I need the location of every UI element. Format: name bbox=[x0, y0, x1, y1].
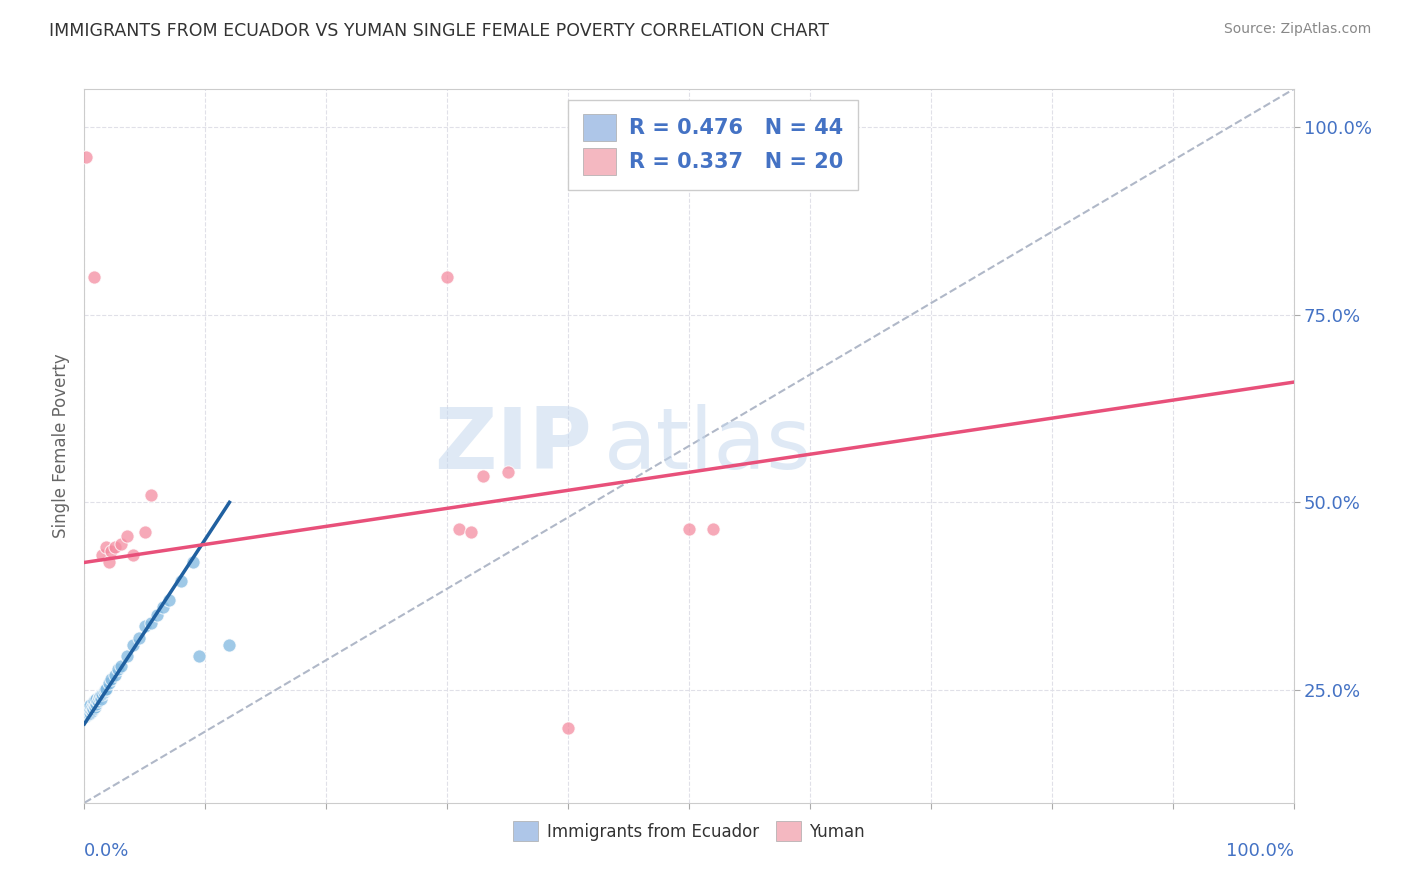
Point bbox=[83, 698, 105, 713]
Point bbox=[77, 704, 100, 718]
Point bbox=[100, 544, 122, 558]
Point bbox=[100, 672, 122, 686]
Point bbox=[139, 615, 162, 630]
Point bbox=[75, 706, 97, 720]
Point bbox=[146, 607, 169, 622]
Point bbox=[82, 702, 104, 716]
Text: 100.0%: 100.0% bbox=[1226, 842, 1294, 860]
Point bbox=[79, 706, 101, 720]
Point bbox=[76, 702, 98, 716]
Point bbox=[110, 536, 132, 550]
Point bbox=[77, 706, 100, 720]
Point bbox=[134, 525, 156, 540]
Point bbox=[83, 694, 105, 708]
Legend: Immigrants from Ecuador, Yuman: Immigrants from Ecuador, Yuman bbox=[506, 814, 872, 848]
Point bbox=[678, 522, 700, 536]
Point bbox=[181, 556, 204, 570]
Text: atlas: atlas bbox=[605, 404, 813, 488]
Point bbox=[128, 631, 150, 645]
Point bbox=[97, 675, 120, 690]
Point bbox=[77, 703, 100, 717]
Text: 0.0%: 0.0% bbox=[84, 842, 129, 860]
Y-axis label: Single Female Poverty: Single Female Poverty bbox=[52, 354, 70, 538]
Point bbox=[121, 638, 143, 652]
Point bbox=[94, 541, 117, 555]
Point bbox=[94, 681, 117, 696]
Point bbox=[170, 574, 193, 589]
Point bbox=[86, 697, 108, 711]
Point bbox=[80, 704, 103, 718]
Point bbox=[91, 548, 114, 562]
Point bbox=[157, 593, 180, 607]
Point bbox=[93, 684, 115, 698]
Point bbox=[91, 687, 114, 701]
Point bbox=[115, 529, 138, 543]
Text: IMMIGRANTS FROM ECUADOR VS YUMAN SINGLE FEMALE POVERTY CORRELATION CHART: IMMIGRANTS FROM ECUADOR VS YUMAN SINGLE … bbox=[49, 22, 830, 40]
Point bbox=[152, 600, 174, 615]
Point bbox=[75, 709, 97, 723]
Point bbox=[107, 662, 129, 676]
Text: ZIP: ZIP bbox=[434, 404, 592, 488]
Point bbox=[75, 150, 97, 164]
Point bbox=[121, 548, 143, 562]
Point bbox=[115, 649, 138, 664]
Point bbox=[557, 721, 579, 735]
Point bbox=[218, 638, 240, 652]
Point bbox=[104, 541, 127, 555]
Point bbox=[84, 699, 107, 714]
Point bbox=[89, 689, 111, 703]
Point bbox=[87, 690, 110, 705]
Point bbox=[436, 270, 458, 285]
Point bbox=[110, 659, 132, 673]
Point bbox=[139, 488, 162, 502]
Point bbox=[79, 698, 101, 713]
Point bbox=[460, 525, 482, 540]
Point bbox=[104, 668, 127, 682]
Point bbox=[188, 649, 211, 664]
Point bbox=[94, 683, 117, 698]
Point bbox=[90, 692, 112, 706]
Point bbox=[76, 707, 98, 722]
Point bbox=[134, 619, 156, 633]
Point bbox=[449, 522, 471, 536]
Point bbox=[472, 469, 495, 483]
Point bbox=[77, 707, 100, 722]
Point bbox=[702, 522, 724, 536]
Point bbox=[86, 694, 108, 708]
Point bbox=[79, 702, 101, 716]
Point bbox=[83, 270, 105, 285]
Point bbox=[496, 465, 519, 479]
Point bbox=[86, 692, 108, 706]
Point bbox=[80, 699, 103, 714]
Point bbox=[97, 556, 120, 570]
Text: Source: ZipAtlas.com: Source: ZipAtlas.com bbox=[1223, 22, 1371, 37]
